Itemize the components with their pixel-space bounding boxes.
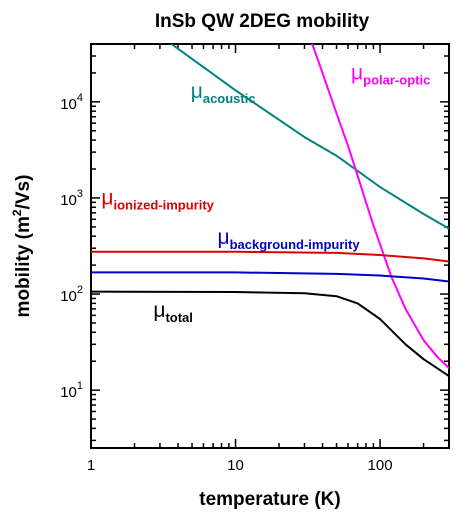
series-line-polar-optic [311, 44, 449, 369]
x-tick-label: 10 [227, 457, 244, 474]
y-tick-label: 104 [60, 92, 83, 113]
series-label-acoustic: μacoustic [191, 80, 256, 106]
chart-title: InSb QW 2DEG mobility [155, 11, 370, 32]
series-label-total: μtotal [153, 299, 193, 325]
series-labels-layer: μacoustic μpolar-optic μionized-impurityμb… [101, 62, 430, 325]
x-tick-label: 100 [368, 457, 393, 474]
series-label-ionized-impurity: μionized-impurity [101, 187, 214, 213]
y-tick-label: 101 [60, 380, 83, 401]
series-line-background-impurity [91, 271, 449, 283]
y-axis-label-main: mobility (m [13, 216, 34, 317]
series-label-background-impurity: μbackground-impurity [217, 226, 360, 252]
y-axis-label: mobility (m2/Vs) [10, 175, 34, 318]
ticks-layer: 1 10 100 101 102 103 104 [60, 43, 450, 474]
series-line-total [91, 290, 449, 378]
series-line-acoustic [170, 44, 449, 230]
x-axis-label: temperature (K) [199, 489, 340, 510]
plot-frame [90, 43, 450, 449]
series-label-polar-optic: μpolar-optic [351, 62, 430, 88]
y-axis-label-superscript: 2 [10, 209, 24, 216]
series-line-ionized-impurity [91, 250, 449, 263]
y-tick-label: 102 [60, 284, 83, 305]
y-tick-label: 103 [60, 188, 83, 209]
x-tick-label: 1 [87, 457, 95, 474]
y-axis-label-tail: /Vs) [13, 175, 34, 210]
series-layer [91, 44, 449, 378]
